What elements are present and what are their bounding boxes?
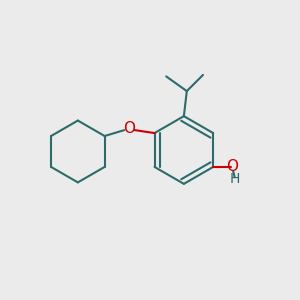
Text: O: O	[124, 121, 136, 136]
Text: H: H	[230, 172, 240, 186]
Text: O: O	[226, 159, 238, 174]
